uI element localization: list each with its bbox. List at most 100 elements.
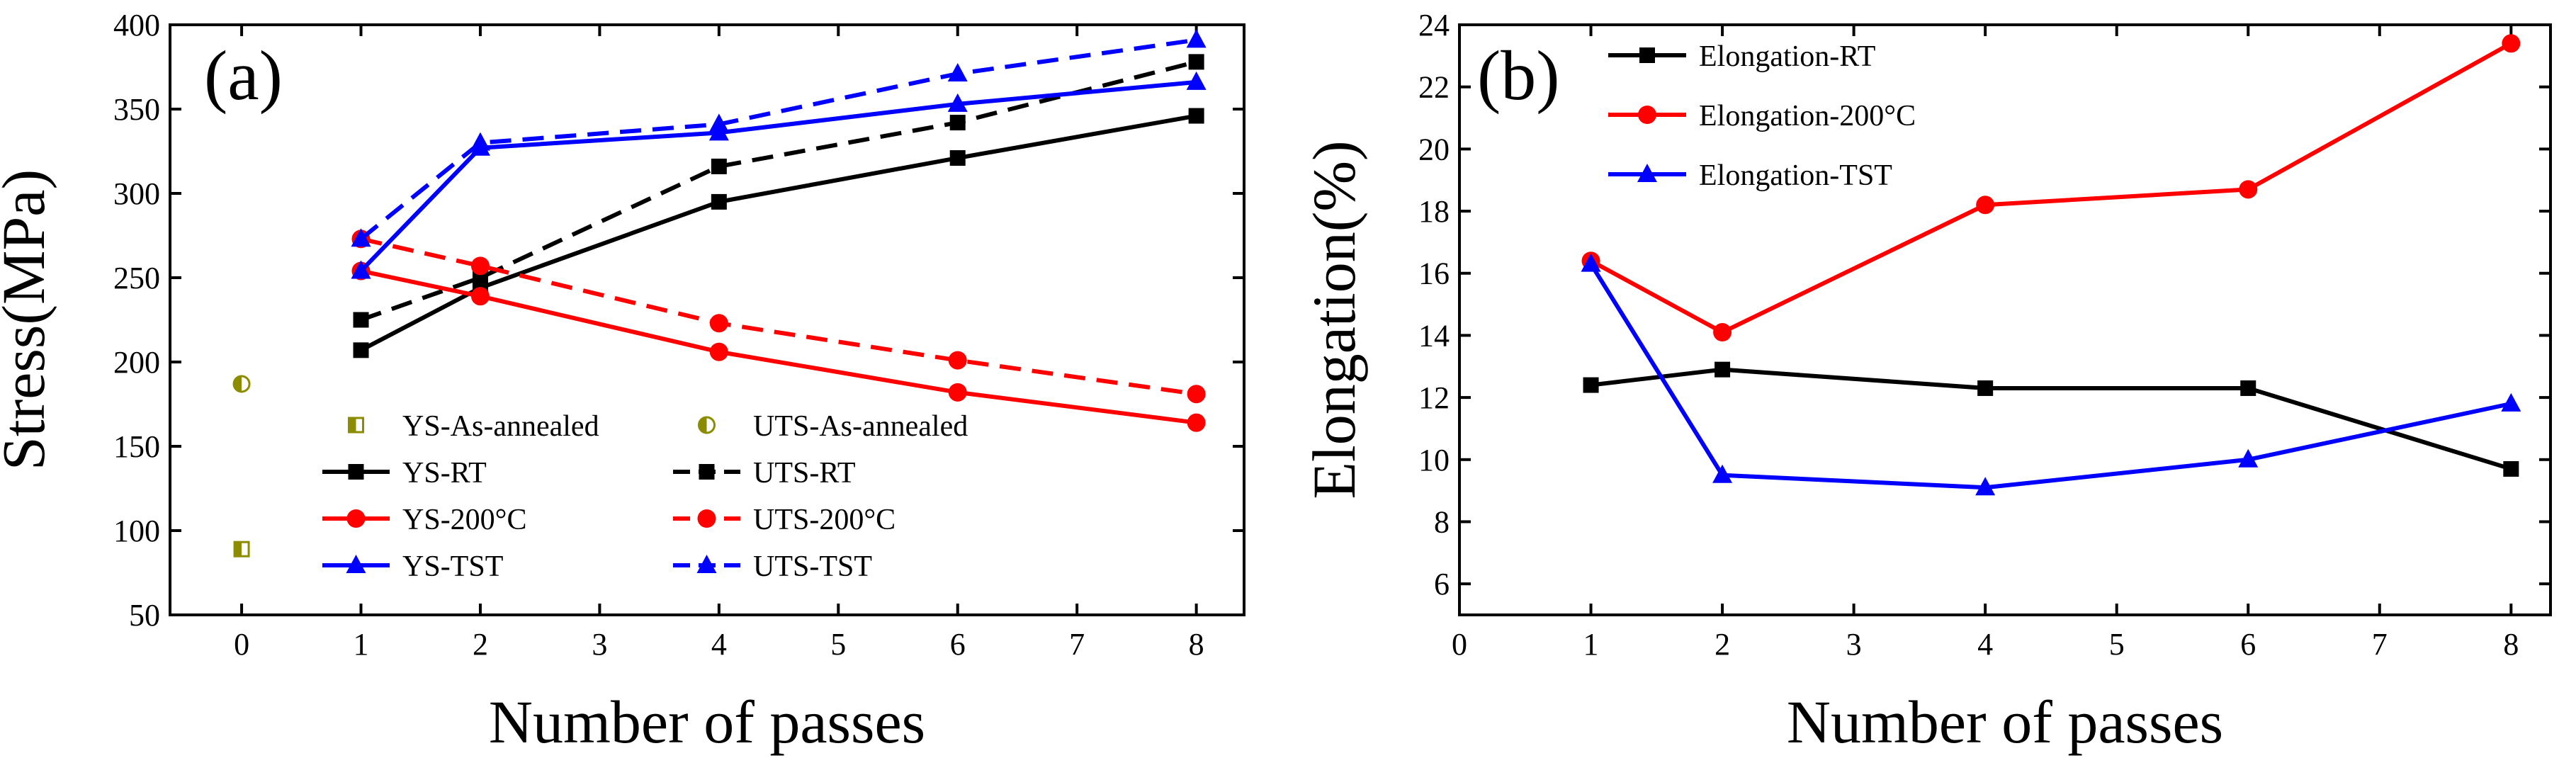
chart-b-series-elongation-tst-point <box>1975 477 1996 496</box>
chart-b-y-axis-title: Elongation(%) <box>1300 140 1368 499</box>
chart-b-series-elongation-tst <box>1581 253 2521 496</box>
chart-a-y-tick-label: 250 <box>113 261 160 295</box>
chart-b-x-axis-title: Number of passes <box>1787 688 2223 756</box>
chart-a-series-ys-tst-point <box>947 93 968 112</box>
chart-b-y-tick-label: 20 <box>1418 132 1450 166</box>
chart-a-y-axis-title: Stress(MPa) <box>0 169 57 470</box>
chart-b-x-tick-label: 7 <box>2372 627 2388 662</box>
chart-b-y-tick-label: 16 <box>1418 256 1450 291</box>
chart-a-series-ys-as-annealed-point-fill <box>235 542 242 557</box>
chart-a-legend-ys-tst-marker <box>346 555 366 573</box>
chart-b-x-tick-label: 6 <box>2240 627 2256 662</box>
chart-a-y-tick-label: 400 <box>113 8 160 43</box>
chart-a-legend-uts-as-annealed-label: UTS-As-annealed <box>753 410 968 443</box>
chart-b-x-tick-label: 0 <box>1452 627 1467 662</box>
chart-b-series-elongation-tst-point <box>2238 448 2259 468</box>
chart-a-legend-ys-rt-marker <box>348 464 364 480</box>
chart-b-y-tick-label: 6 <box>1434 567 1450 601</box>
chart-b-series-elongation-rt <box>1583 361 2519 477</box>
chart-a-y-tick-label: 350 <box>113 92 160 127</box>
chart-a-y-tick-label: 200 <box>113 345 160 380</box>
chart-b-legend-elongation-rt: Elongation-RT <box>1608 40 1875 73</box>
chart-b-x-tick-label: 8 <box>2503 627 2519 662</box>
chart-a-series-uts-as-annealed-point-fill <box>234 375 242 392</box>
chart-a-legend-uts-tst-label: UTS-TST <box>753 550 872 583</box>
chart-a-x-tick-label: 3 <box>592 627 607 662</box>
chart-a-series-uts-tst <box>351 29 1207 247</box>
chart-b-series-elongation-tst-point <box>1581 253 1601 272</box>
chart-a-series-ys-as-annealed <box>233 541 250 558</box>
chart-b-series-elongation-rt-point <box>1977 380 1994 396</box>
chart-a-series-uts-rt-point <box>353 312 369 328</box>
chart-a-legend-uts-200c-label: UTS-200°C <box>753 504 896 536</box>
chart-a-legend-ys-as-annealed: YS-As-annealed <box>348 410 599 443</box>
chart-a-series-ys-rt-point <box>711 193 727 210</box>
chart-a-series-uts-rt-point <box>711 158 727 174</box>
chart-b-series-elongation-rt-point <box>1583 377 1599 393</box>
chart-b-y-tick-label: 10 <box>1418 443 1450 477</box>
chart-b-series-elongation-rt-line <box>1591 367 2512 471</box>
chart-a-series-uts-as-annealed-point <box>232 375 251 393</box>
chart-a-series-ys-200c-point <box>948 383 967 402</box>
chart-b-series-elongation-200c-point <box>1976 196 1995 215</box>
chart-a-legend-ys-rt-label: YS-RT <box>402 457 487 490</box>
chart-a-legend: YS-As-annealed UTS-As-annealed YS-RT UTS-RT… <box>322 410 968 583</box>
chart-a-legend-uts-rt-marker <box>699 464 715 480</box>
chart-a-series-uts-rt-line <box>360 60 1197 322</box>
chart-b-x-tick-label: 2 <box>1714 627 1730 662</box>
chart-a-series-ys-200c-point <box>470 287 490 306</box>
chart-a-series-ys-as-annealed-point <box>233 541 250 558</box>
chart-b-x-tick-label: 3 <box>1846 627 1862 662</box>
chart-a-series-uts-rt-point <box>1188 54 1204 70</box>
chart-a-series-ys-tst-point <box>351 260 371 279</box>
chart-a-series-ys-rt-point <box>949 150 966 166</box>
chart-b-x-tick-label: 4 <box>1977 627 1993 662</box>
chart-b-y-tick-label: 8 <box>1434 504 1450 539</box>
chart-b-legend: Elongation-RT Elongation-200°C Elongation-… <box>1608 40 1916 192</box>
chart-a-x-axis-title: Number of passes <box>489 688 925 756</box>
chart-a-x-tick-label: 1 <box>354 627 369 662</box>
chart-a-series-ys-rt-point <box>1188 108 1204 124</box>
chart-a-legend-uts-rt: UTS-RT <box>673 457 855 490</box>
chart-b-legend-elongation-200c-label: Elongation-200°C <box>1699 100 1916 132</box>
chart-b-series-elongation-200c-point <box>1713 323 1732 342</box>
chart-a-legend-ys-as-annealed-marker <box>348 417 364 434</box>
chart-a-legend-uts-as-annealed-marker <box>698 416 716 434</box>
chart-a-series-ys-200c-point <box>1187 413 1206 432</box>
chart-a: 0 1 2 3 4 5 6 7 8 50 100 150 200 250 300 350 400 Number o… <box>0 8 1245 756</box>
chart-a-x-tick-label: 4 <box>711 627 727 662</box>
chart-b-legend-elongation-rt-marker <box>1639 47 1655 63</box>
chart-b-series-elongation-tst-point <box>2501 392 2521 412</box>
chart-b-x-tick-label: 1 <box>1583 627 1599 662</box>
chart-a-legend-ys-rt: YS-RT <box>322 457 487 490</box>
chart-b-legend-elongation-200c: Elongation-200°C <box>1608 100 1916 132</box>
chart-b-legend-elongation-tst-label: Elongation-TST <box>1699 159 1892 192</box>
chart-a-y-tick-label: 300 <box>113 176 160 211</box>
chart-a-x-tick-label: 5 <box>830 627 846 662</box>
chart-a-series-uts-200c-point <box>709 314 728 333</box>
chart-b-legend-elongation-rt-label: Elongation-RT <box>1699 40 1875 73</box>
chart-a-x-tick-label: 8 <box>1189 627 1204 662</box>
chart-a-series-ys-200c <box>351 261 1206 432</box>
chart-b-y-tick-label: 12 <box>1418 380 1450 415</box>
chart-a-legend-ys-as-annealed-marker-fill <box>349 418 356 432</box>
chart-b-legend-elongation-200c-marker <box>1638 106 1656 124</box>
chart-a-y-tick-label: 50 <box>129 598 160 633</box>
chart-a-series-uts-rt-point <box>949 115 966 131</box>
chart-a-y-tick-label: 100 <box>113 514 160 548</box>
chart-a-series-uts-tst-point <box>1186 29 1207 48</box>
chart-a-legend-ys-tst-label: YS-TST <box>402 550 503 583</box>
chart-a-series-ys-tst <box>351 71 1207 279</box>
chart-a-x-tick-label: 6 <box>950 627 966 662</box>
chart-b-series-elongation-200c-point <box>2239 180 2258 199</box>
chart-a-series-ys-200c-point <box>709 342 728 361</box>
chart-a-legend-uts-as-annealed: UTS-As-annealed <box>698 410 968 443</box>
chart-a-legend-ys-200c-label: YS-200°C <box>402 504 527 536</box>
chart-a-series-uts-tst-point <box>351 228 371 247</box>
chart-a-series-uts-rt <box>353 54 1204 328</box>
chart-b-legend-elongation-tst: Elongation-TST <box>1608 159 1892 192</box>
chart-a-legend-ys-200c-marker <box>346 509 366 528</box>
chart-a-legend-uts-rt-label: UTS-RT <box>753 457 855 490</box>
chart-a-series-uts-tst-point <box>947 63 968 82</box>
chart-a-panel-label: (a) <box>204 36 283 115</box>
